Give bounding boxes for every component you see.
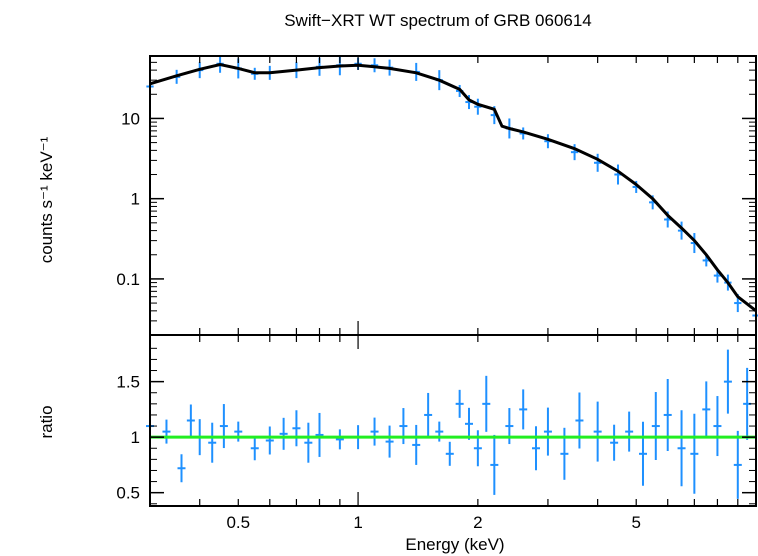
- ratio-data-point: [482, 375, 491, 432]
- ratio-data-point: [279, 417, 288, 450]
- spectrum-ytick-label: 10: [121, 109, 140, 128]
- ratio-data-point: [292, 410, 301, 447]
- ratio-data-point: [445, 441, 454, 466]
- ratio-data-point: [385, 425, 394, 458]
- spectrum-data-point: [570, 144, 579, 161]
- ratio-data-points: [146, 349, 752, 499]
- ratio-data-point: [593, 401, 602, 462]
- spectrum-model-curve: [149, 62, 757, 312]
- ratio-panel: 0.5 1 1.5 0.5 1 2 5 ratio Energy (keV): [37, 334, 757, 554]
- spectrum-plot-frame: [149, 55, 757, 336]
- spectrum-y-axis-label: counts s⁻¹ keV⁻¹: [37, 136, 56, 263]
- spectrum-panel: 0.1 1 10 counts s⁻¹ keV⁻¹: [37, 55, 758, 336]
- ratio-data-point: [208, 422, 217, 463]
- ratio-data-point: [575, 392, 584, 449]
- ratio-data-point: [370, 417, 379, 446]
- ratio-data-point: [519, 389, 528, 430]
- chart-title: Swift−XRT WT spectrum of GRB 060614: [284, 11, 592, 30]
- spectrum-ytick-label: 0.1: [116, 270, 140, 289]
- ratio-ytick-label: 0.5: [116, 484, 140, 503]
- energy-xtick-label: 5: [631, 513, 640, 532]
- energy-xtick-label: 0.5: [226, 513, 250, 532]
- ratio-data-point: [560, 427, 569, 480]
- ratio-data-point: [464, 407, 473, 440]
- spectrum-data-point: [474, 98, 482, 115]
- spectrum-model-line: [149, 62, 757, 312]
- ratio-ytick-label: 1: [131, 428, 140, 447]
- ratio-data-point: [162, 419, 171, 444]
- spectrum-ytick-label: 1: [131, 190, 140, 209]
- ratio-data-point: [677, 410, 686, 487]
- ratio-data-point: [304, 422, 313, 463]
- ratio-data-point: [265, 426, 274, 455]
- ratio-data-point: [702, 381, 711, 438]
- ratio-axis-ticks: 0.5 1 1.5 0.5 1 2 5: [116, 335, 757, 532]
- ratio-data-point: [625, 411, 634, 452]
- ratio-plot-frame: [149, 334, 757, 507]
- ratio-data-point: [186, 404, 195, 437]
- ratio-data-point: [455, 389, 464, 418]
- ratio-data-point: [713, 396, 722, 457]
- ratio-data-point: [315, 412, 324, 457]
- ratio-data-point: [543, 407, 552, 456]
- ratio-data-point: [424, 392, 433, 437]
- ratio-data-point: [335, 429, 344, 450]
- ratio-data-point: [412, 424, 421, 465]
- ratio-data-point: [733, 430, 742, 499]
- ratio-data-point: [651, 392, 660, 461]
- ratio-data-point: [663, 378, 672, 451]
- ratio-data-point: [177, 454, 186, 483]
- ratio-data-point: [610, 424, 619, 461]
- ratio-data-point: [723, 349, 732, 414]
- energy-xtick-label: 1: [353, 513, 362, 532]
- ratio-y-axis-label: ratio: [37, 405, 56, 438]
- ratio-data-point: [219, 404, 228, 449]
- energy-xtick-label: 2: [473, 513, 482, 532]
- ratio-data-point: [690, 413, 699, 494]
- spectrum-data-point: [594, 153, 602, 172]
- ratio-data-point: [638, 421, 647, 486]
- spectrum-axis-ticks: 0.1 1 10: [116, 55, 757, 336]
- ratio-ytick-label: 1.5: [116, 373, 140, 392]
- ratio-data-point: [250, 436, 259, 461]
- spectrum-data-points: [146, 56, 758, 326]
- ratio-data-point: [490, 434, 499, 495]
- ratio-data-point: [532, 426, 541, 471]
- energy-x-axis-label: Energy (keV): [405, 535, 504, 554]
